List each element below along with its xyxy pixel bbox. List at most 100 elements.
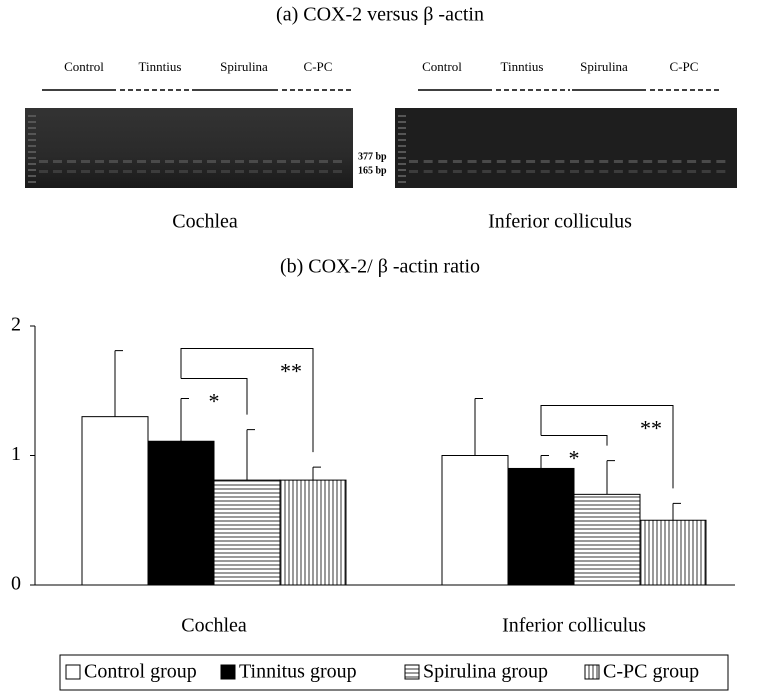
gel-band [305,170,314,173]
ladder-band [398,163,406,165]
ladder-band [28,181,36,183]
gel-band [687,170,697,173]
chart-title: (b) COX-2/ β -actin ratio [280,256,480,278]
gel-band [452,160,462,163]
error-bar [606,460,615,495]
gel-band [235,170,244,173]
gel-band [701,170,711,173]
gel-band [570,160,579,163]
legend-swatch [220,664,236,680]
gel-band [657,170,667,173]
error-bar [540,455,549,469]
gel-band [277,170,286,173]
significance-label: ** [280,359,302,384]
gel-band [584,170,594,173]
gel-band [137,160,146,163]
gel-band [221,160,230,163]
error-bar [246,429,255,481]
bar [279,479,347,586]
gel-band [291,170,300,173]
marker-label: 165 bp [358,165,387,176]
ladder-band [398,121,406,123]
gel-band [179,160,188,163]
gel-title: (a) COX-2 versus β -actin [276,4,484,26]
y-tick-label: 0 [11,573,21,595]
significance-bracket [541,435,608,446]
bar [147,440,215,586]
ladder-band [28,157,36,159]
gel-band [263,170,272,173]
gel-band [53,160,62,163]
lane-label: Spirulina [580,59,628,74]
gel-band [496,170,506,173]
lane-label: Control [64,59,104,74]
gel-band [701,160,711,163]
legend-box [59,654,729,691]
gel-band [207,170,216,173]
legend-swatch [584,664,600,680]
bar [573,493,641,586]
ladder-band [28,133,36,135]
gel-band [628,160,638,163]
significance-label: * [209,389,220,414]
gel-band [221,170,230,173]
gel-band [467,170,477,173]
gel-band [53,170,62,173]
gel-band [613,160,623,163]
gel-band [452,170,462,173]
gel-band [599,170,609,173]
gel-band [599,160,609,163]
gel-band [319,170,328,173]
gel-band [137,170,146,173]
gel-band [423,160,433,163]
marker-label: 377 bp [358,151,387,162]
gel-band [39,160,48,163]
gel-band [249,170,258,173]
gel-band [643,160,653,163]
error-bar [114,350,123,417]
legend-label: C-PC group [603,661,699,683]
error-bar [312,466,321,481]
significance-bracket [180,348,314,453]
bar [213,479,281,586]
error-bar [474,398,483,456]
lane-label: C-PC [670,59,699,74]
legend-label: Tinnitus group [239,661,357,683]
gel-band [263,160,272,163]
legend-label: Spirulina group [423,661,548,683]
gel-band [179,170,188,173]
ladder-band [28,169,36,171]
gel-band [109,160,118,163]
gel-band [151,170,160,173]
y-tick-label: 1 [11,443,21,465]
ladder-band [28,139,36,141]
gel-band [207,160,216,163]
gel-band [555,160,565,163]
gel-band [657,160,667,163]
gel-band [165,160,174,163]
ladder-band [398,151,406,153]
gel-band [570,170,579,173]
gel-band [482,160,492,163]
gel-image [395,108,737,188]
ladder-band [28,175,36,177]
gel-band [511,160,521,163]
ladder-band [28,163,36,165]
gel-band [409,170,418,173]
gel-band [526,160,536,163]
gel-band [67,170,76,173]
gel-image [25,108,353,188]
ladder-band [398,169,406,171]
gel-band [151,160,160,163]
gel-band [95,170,104,173]
legend-swatch [65,664,81,680]
lane-label: Spirulina [220,59,268,74]
legend-swatch [404,664,420,680]
gel-band [496,160,506,163]
x-tick-label: Inferior colliculus [502,615,646,637]
gel-band [249,160,258,163]
bar [639,519,707,586]
bar [81,416,149,586]
legend-label: Control group [84,661,197,683]
